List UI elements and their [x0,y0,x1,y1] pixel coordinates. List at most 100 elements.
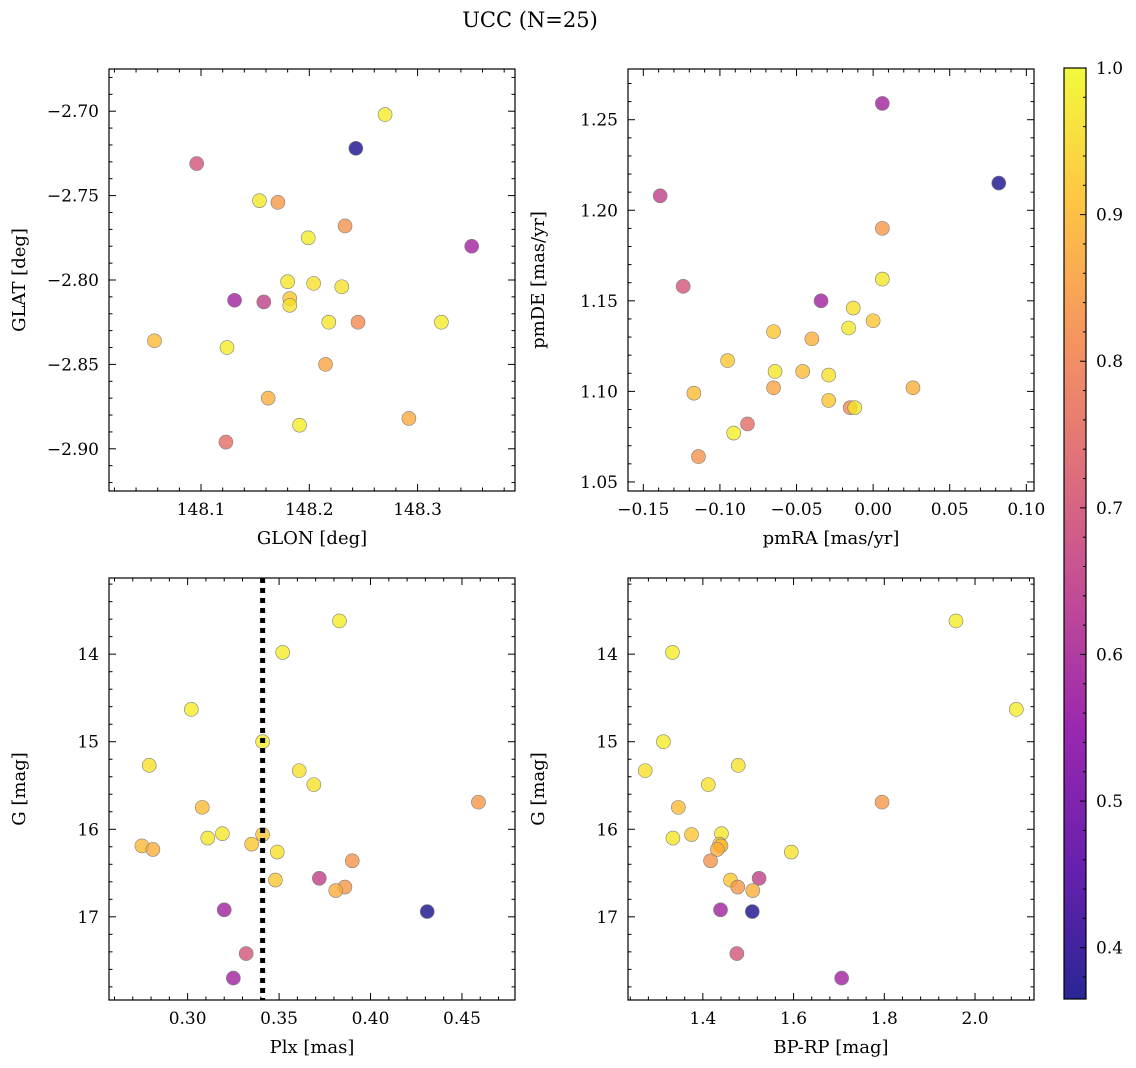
y-tick-label: 17 [77,908,99,928]
x-axis-label: pmRA [mas/yr] [763,528,900,549]
scatter-point [813,293,829,309]
scatter-point [280,274,295,289]
panels: 148.1 148.2 148.3 −2.90 −2.85 −2.80 −2.75 −2.70… [9,68,1045,1058]
scatter-point [730,758,746,773]
colorbar-tick-label: 0.6 [1096,645,1123,665]
scatter-point [275,645,291,660]
panel-1: 148.1 148.2 148.3 −2.90 −2.85 −2.80 −2.75 −2.70… [9,68,516,549]
colorbar: 0.4 0.5 0.6 0.7 0.8 0.9 1.0 [1063,59,1123,1000]
plot-frame [108,577,516,1001]
scatter-point [471,794,486,810]
scatter-point [720,353,735,368]
scatter-point [334,279,350,295]
colorbar-tick-label: 0.4 [1096,939,1123,959]
scatter-point [291,763,307,778]
y-tick-label: 1.15 [580,292,618,312]
y-tick-label: −2.85 [47,355,99,375]
y-tick-label: 17 [596,908,618,928]
x-tick-label: 1.8 [871,1009,898,1029]
scatter-point [847,400,863,415]
scatter-point [269,844,285,860]
x-tick-label: 0.30 [169,1009,207,1029]
scatter-point [686,385,702,401]
scatter-point [784,844,799,860]
scatter-point [350,314,366,330]
y-tick-label: −2.80 [47,271,99,291]
scatter-point [260,390,276,406]
scatter-point [740,416,755,432]
y-tick-label: 16 [596,820,618,840]
colorbar-tick-label: 1.0 [1096,59,1123,79]
scatter-point [744,904,760,919]
scatter-point [652,188,668,204]
y-axis-label: G [mag] [9,752,30,825]
scatter-point [194,800,210,815]
y-axis-label: G [mag] [528,752,549,825]
y-tick-label: 16 [77,820,99,840]
x-tick-label: −0.05 [770,500,822,520]
x-tick-label: −0.10 [694,500,746,520]
scatter-point [401,411,417,426]
scatter-point [328,883,344,898]
x-tick-label: 0.45 [443,1009,481,1029]
y-tick-label: 1.10 [580,382,618,402]
scatter-point [767,364,783,379]
colorbar-tick-label: 0.7 [1096,499,1123,519]
x-tick-label: 1.6 [780,1009,807,1029]
x-tick-label: 0.00 [854,500,892,520]
x-axis-label: BP-RP [mag] [773,1037,888,1058]
x-axis-label: GLON [deg] [257,528,367,549]
y-tick-label: −2.70 [47,102,99,122]
colorbar-tick-label: 0.5 [1096,792,1123,812]
scatter-point [700,777,716,792]
scatter-points [147,107,479,450]
scatter-point [691,449,706,464]
scatter-point [238,946,254,961]
scatter-point [282,298,298,313]
scatter-point [821,393,837,408]
scatter-point [665,645,680,660]
scatter-point [671,800,686,815]
scatter-point [219,340,235,355]
scatter-point [841,320,856,336]
scatter-point [821,367,837,383]
x-axis-label: Plx [mas] [270,1037,355,1058]
scatter-point [189,156,204,171]
y-tick-label: 15 [596,733,618,753]
x-tick-label: 0.40 [352,1009,390,1029]
y-tick-label: −2.90 [47,440,99,460]
y-tick-label: 1.25 [580,111,618,131]
scatter-point [875,221,890,236]
panel-3: 0.30 0.35 0.40 0.45 14 15 16 17 Plx [mas] G [mag] [9,577,516,1058]
scatter-point [312,871,327,886]
x-tick-label: 2.0 [962,1009,989,1029]
x-tick-label: 0.10 [1007,500,1045,520]
scatter-point [710,842,725,857]
scatter-point [795,364,810,379]
scatter-point [875,271,890,287]
scatter-point [419,904,435,919]
scatter-point [1009,702,1024,717]
scatter-point [729,946,745,961]
scatter-point [766,324,781,339]
scatter-point [215,826,230,841]
scatter-point [145,842,161,857]
scatter-point [434,314,449,330]
colorbar-tick-label: 0.9 [1096,206,1123,226]
scatter-point [656,734,671,750]
scatter-point [865,313,881,329]
scatter-point [252,193,267,208]
colorbar-ticks: 0.4 0.5 0.6 0.7 0.8 0.9 1.0 [1080,59,1123,978]
x-tick-label: 0.35 [260,1009,298,1029]
scatter-point [218,434,234,450]
scatter-points [637,613,1024,986]
scatter-point [875,96,890,111]
scatter-point [703,853,718,869]
scatter-point [141,758,157,773]
scatter-point [270,195,286,210]
scatter-point [730,879,746,895]
x-tick-label: 1.4 [689,1009,716,1029]
scatter-point [905,380,921,396]
scatter-point [948,613,964,629]
